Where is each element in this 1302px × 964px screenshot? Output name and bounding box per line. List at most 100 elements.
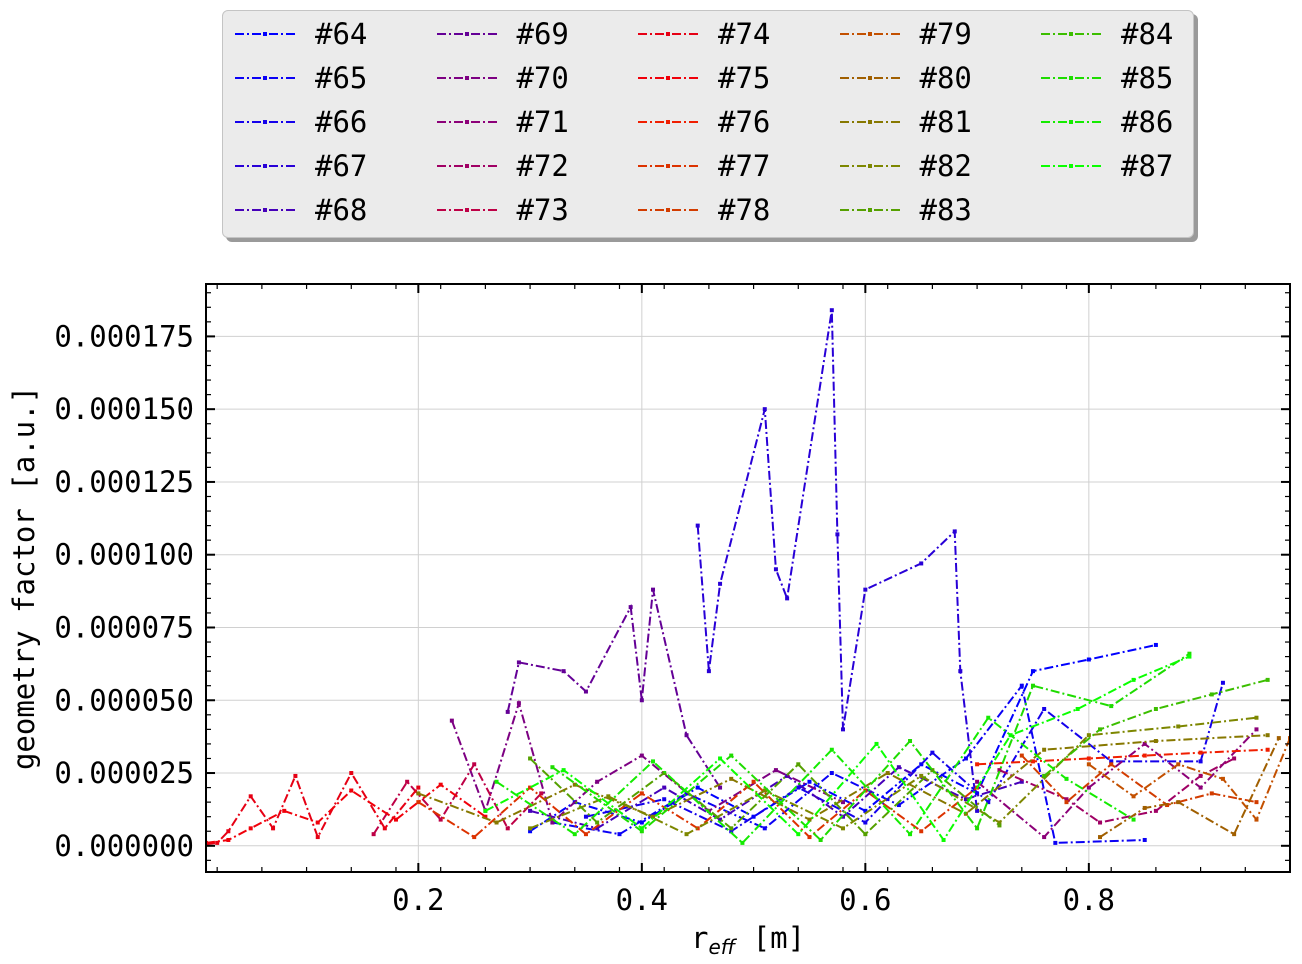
data-point: [528, 756, 533, 761]
data-point: [1019, 753, 1024, 758]
data-point: [405, 779, 410, 784]
legend-swatch: [638, 76, 698, 80]
data-point: [606, 794, 611, 799]
data-point: [963, 797, 968, 802]
data-point: [505, 709, 510, 714]
legend-label: #87: [1121, 149, 1174, 183]
data-point: [1030, 759, 1035, 764]
series-22: [550, 651, 1192, 842]
data-point: [829, 747, 834, 752]
data-point: [1209, 692, 1214, 697]
series-23: [494, 715, 1136, 845]
y-tick-label: 0.000025: [54, 756, 194, 790]
data-point: [1142, 741, 1147, 746]
data-point: [908, 739, 913, 744]
data-point: [1254, 727, 1259, 732]
data-point: [1176, 800, 1181, 805]
data-point: [1153, 642, 1158, 647]
data-point: [1176, 724, 1181, 729]
series-line: [1088, 737, 1290, 822]
grid: [206, 284, 1290, 872]
data-point: [472, 835, 477, 840]
data-point: [393, 817, 398, 822]
data-point: [516, 660, 521, 665]
data-point: [1276, 736, 1281, 741]
series-layer: [206, 308, 1290, 847]
data-point: [963, 756, 968, 761]
data-point: [639, 826, 644, 831]
data-point: [807, 779, 812, 784]
data-point: [1098, 835, 1103, 840]
data-point: [807, 817, 812, 822]
series-line: [372, 762, 543, 835]
data-point: [751, 814, 756, 819]
data-point: [1176, 762, 1181, 767]
legend-item: #81: [839, 102, 972, 142]
data-point: [528, 829, 533, 834]
series-line: [484, 655, 1190, 842]
data-point: [1232, 832, 1237, 837]
data-point: [762, 407, 767, 412]
legend-item: #85: [1041, 58, 1173, 98]
data-point: [550, 820, 555, 825]
series-line: [585, 682, 1224, 833]
data-point: [349, 788, 354, 793]
data-point: [796, 785, 801, 790]
legend-label: #75: [718, 61, 771, 95]
series-line: [976, 728, 1258, 839]
data-point: [271, 826, 276, 831]
x-axis-label-main: r: [691, 921, 708, 955]
series-21: [1042, 677, 1270, 778]
legend-swatch: [1041, 76, 1101, 80]
data-point: [1030, 669, 1035, 674]
data-point: [550, 765, 555, 770]
data-point: [684, 832, 689, 837]
data-point: [718, 756, 723, 761]
legend-label: #69: [516, 17, 569, 51]
data-point: [1109, 762, 1114, 767]
legend-swatch: [638, 32, 698, 36]
legend-swatch: [436, 208, 497, 212]
series-18: [416, 733, 1270, 825]
data-point: [583, 814, 588, 819]
data-point: [885, 771, 890, 776]
legend-swatch: [436, 76, 497, 80]
legend-item: #67: [235, 146, 367, 186]
data-point: [662, 797, 667, 802]
data-point: [1086, 762, 1091, 767]
data-point: [438, 817, 443, 822]
data-point: [1198, 759, 1203, 764]
data-point: [583, 832, 588, 837]
legend-swatch: [235, 208, 295, 212]
data-point: [1042, 773, 1047, 778]
data-point: [785, 773, 790, 778]
legend-item: #72: [436, 146, 569, 186]
series-17: [1098, 736, 1281, 840]
series-20: [528, 756, 1002, 837]
data-point: [215, 840, 220, 845]
legend-label: #86: [1121, 105, 1174, 139]
data-point: [639, 791, 644, 796]
data-point: [438, 782, 443, 787]
data-point: [651, 587, 656, 592]
data-point: [572, 832, 577, 837]
data-point: [975, 826, 980, 831]
legend-item: #87: [1041, 146, 1173, 186]
data-point: [829, 308, 834, 313]
ticks: [206, 284, 1290, 872]
data-point: [1265, 677, 1270, 682]
legend-item: #69: [436, 14, 569, 54]
data-point: [1030, 683, 1035, 688]
legend-label: #81: [919, 105, 972, 139]
y-tick-label: 0.000000: [54, 829, 194, 863]
data-point: [997, 820, 1002, 825]
data-point: [919, 561, 924, 566]
legend-item: #78: [638, 190, 770, 230]
data-point: [1131, 817, 1136, 822]
series-line: [496, 716, 1135, 845]
data-point: [930, 750, 935, 755]
data-point: [528, 785, 533, 790]
legend-item: #70: [436, 58, 569, 98]
x-axis-label: reff [m]: [691, 921, 805, 959]
data-point: [762, 826, 767, 831]
